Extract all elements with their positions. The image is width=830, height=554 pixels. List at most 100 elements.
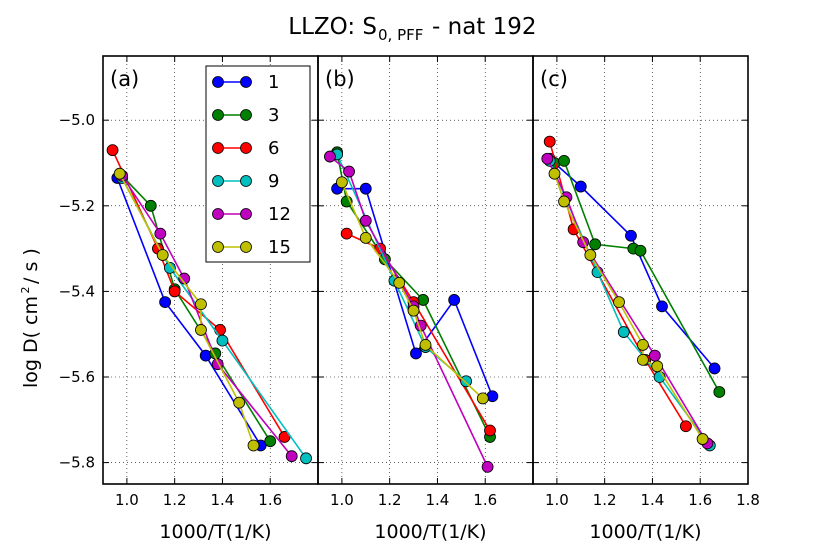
legend-entry-15: 15 <box>212 237 291 258</box>
data-point <box>613 296 625 309</box>
data-point <box>247 439 260 452</box>
legend-entry-6: 6 <box>212 138 279 159</box>
x-tick-label: 1.4 <box>641 491 665 509</box>
series-1 <box>331 182 499 403</box>
legend-marker <box>212 109 224 121</box>
data-point <box>216 334 229 347</box>
series-line <box>546 158 709 444</box>
data-point <box>199 349 212 362</box>
data-point <box>343 165 355 178</box>
series-line <box>116 177 262 446</box>
legend-label: 3 <box>268 105 279 126</box>
data-point <box>264 435 277 448</box>
data-point <box>696 433 709 445</box>
data-point <box>484 424 496 437</box>
data-point <box>144 199 157 212</box>
data-point <box>233 396 246 409</box>
data-point <box>574 180 587 193</box>
legend-marker <box>240 175 252 187</box>
legend-label: 15 <box>268 237 291 258</box>
data-point <box>584 249 597 261</box>
data-point <box>543 135 556 148</box>
data-point <box>651 360 664 373</box>
series-line <box>336 152 491 438</box>
y-tick-label: −5.8 <box>59 454 95 472</box>
y-tick-label: −5.6 <box>59 368 95 386</box>
x-tick-label: 1.6 <box>473 491 497 509</box>
data-point <box>159 296 172 309</box>
legend: 1 3 6 9 12 15 <box>205 65 311 263</box>
panel-frame <box>532 55 749 485</box>
data-point <box>656 300 668 313</box>
data-point <box>285 450 298 463</box>
ylabel-superscript: 2 <box>19 287 32 294</box>
legend-entry-9: 9 <box>212 171 279 192</box>
legend-marker <box>212 175 224 187</box>
data-point <box>359 231 372 244</box>
data-point <box>481 460 494 473</box>
legend-label: 6 <box>268 138 279 159</box>
data-point <box>548 167 561 180</box>
data-point <box>648 349 661 362</box>
data-point <box>113 167 126 180</box>
legend-marker <box>212 241 224 253</box>
x-tick-label: 1.2 <box>163 491 187 509</box>
series-12 <box>324 150 494 473</box>
series-line <box>118 173 255 446</box>
legend-marker <box>240 142 252 154</box>
data-point <box>460 375 473 388</box>
legend-marker <box>212 208 224 220</box>
legend-marker <box>240 109 252 121</box>
x-tick-label: 1.4 <box>211 491 235 509</box>
y-tick-label: −5.4 <box>59 282 95 300</box>
x-tick-label: 1.2 <box>378 491 402 509</box>
x-tick-label: 1.0 <box>115 491 139 509</box>
data-point <box>407 304 420 317</box>
legend-entry-3: 3 <box>212 105 279 126</box>
series-line <box>554 159 720 393</box>
x-axis-label: 1000/T(1/K) <box>589 521 701 543</box>
data-point <box>214 324 226 336</box>
data-point <box>410 347 422 360</box>
legend-entry-1: 1 <box>212 72 279 93</box>
data-point <box>393 276 406 289</box>
chart-title: LLZO: S 0, PFF - nat 192 <box>288 14 536 44</box>
ylabel-end: / s ) <box>20 248 42 284</box>
x-tick-label: 1.2 <box>593 491 617 509</box>
data-point <box>713 386 726 398</box>
data-point <box>417 294 430 306</box>
legend-label: 9 <box>268 171 279 192</box>
title-main: LLZO: S <box>288 14 377 40</box>
legend-marker <box>240 208 252 220</box>
data-point <box>636 338 649 351</box>
y-tick-label: −5.0 <box>59 111 95 129</box>
x-tick-label: 1.6 <box>258 491 282 509</box>
series-15 <box>335 176 489 405</box>
legend-frame <box>205 65 311 263</box>
data-point <box>300 452 312 465</box>
panel-label: (a) <box>110 67 139 91</box>
data-point <box>486 390 499 403</box>
data-point <box>558 154 570 167</box>
data-point <box>156 249 169 261</box>
data-point <box>195 324 207 336</box>
data-point <box>195 298 207 311</box>
legend-marker <box>240 76 252 88</box>
panel-1: 1.0 1.2 1.4 1.6 (b) 1000/T(1/K) <box>317 55 534 543</box>
legend-marker <box>212 142 224 154</box>
x-tick-label: 1.6 <box>688 491 712 509</box>
series-line <box>341 181 484 399</box>
data-point <box>636 353 649 366</box>
legend-entry-12: 12 <box>212 204 291 225</box>
legend-marker <box>240 241 252 253</box>
data-point <box>324 150 336 163</box>
series-line <box>548 141 687 427</box>
data-point <box>679 420 692 433</box>
data-point <box>419 338 432 351</box>
series-line <box>548 160 711 446</box>
series-1 <box>543 152 721 375</box>
data-point <box>359 182 372 195</box>
series-15 <box>548 167 709 445</box>
data-point <box>178 272 191 285</box>
